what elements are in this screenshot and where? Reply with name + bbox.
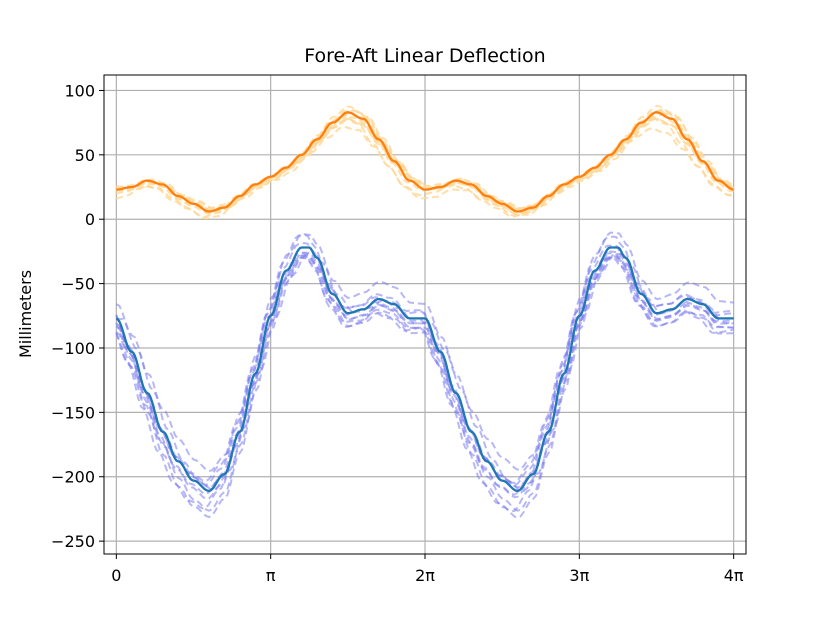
x-tick-label: 4π — [724, 566, 744, 585]
y-axis-label: Millimeters — [16, 270, 35, 358]
y-tick-label: 50 — [75, 146, 95, 165]
y-tick-label: −50 — [61, 275, 95, 294]
y-tick-label: −100 — [51, 339, 95, 358]
x-tick-label: 3π — [569, 566, 589, 585]
sample-line — [116, 116, 734, 218]
y-tick-label: −150 — [51, 403, 95, 422]
sample-line — [115, 250, 734, 512]
y-tick-label: 100 — [64, 81, 95, 100]
x-tick-label: 2π — [415, 566, 435, 585]
mean-lines — [115, 111, 734, 493]
chart-title: Fore-Aft Linear Deflection — [304, 45, 545, 67]
mean-line — [115, 246, 734, 493]
sample-line — [115, 231, 734, 473]
sample-line — [115, 125, 734, 220]
x-tick-label: 0 — [111, 566, 121, 585]
mean-line — [116, 111, 734, 213]
sample-line — [115, 253, 734, 513]
y-tick-label: −250 — [51, 532, 95, 551]
sample-line — [116, 104, 735, 216]
y-tick-label: −200 — [51, 468, 95, 487]
sample-line — [115, 256, 734, 500]
sample-line — [115, 252, 734, 487]
y-tick-label: 0 — [85, 210, 95, 229]
x-axis: 0 π 2π 3π 4π — [111, 554, 744, 585]
x-tick-label: π — [266, 566, 276, 585]
y-axis: 100 50 0 −50 −100 −150 −200 −250 — [51, 81, 104, 551]
